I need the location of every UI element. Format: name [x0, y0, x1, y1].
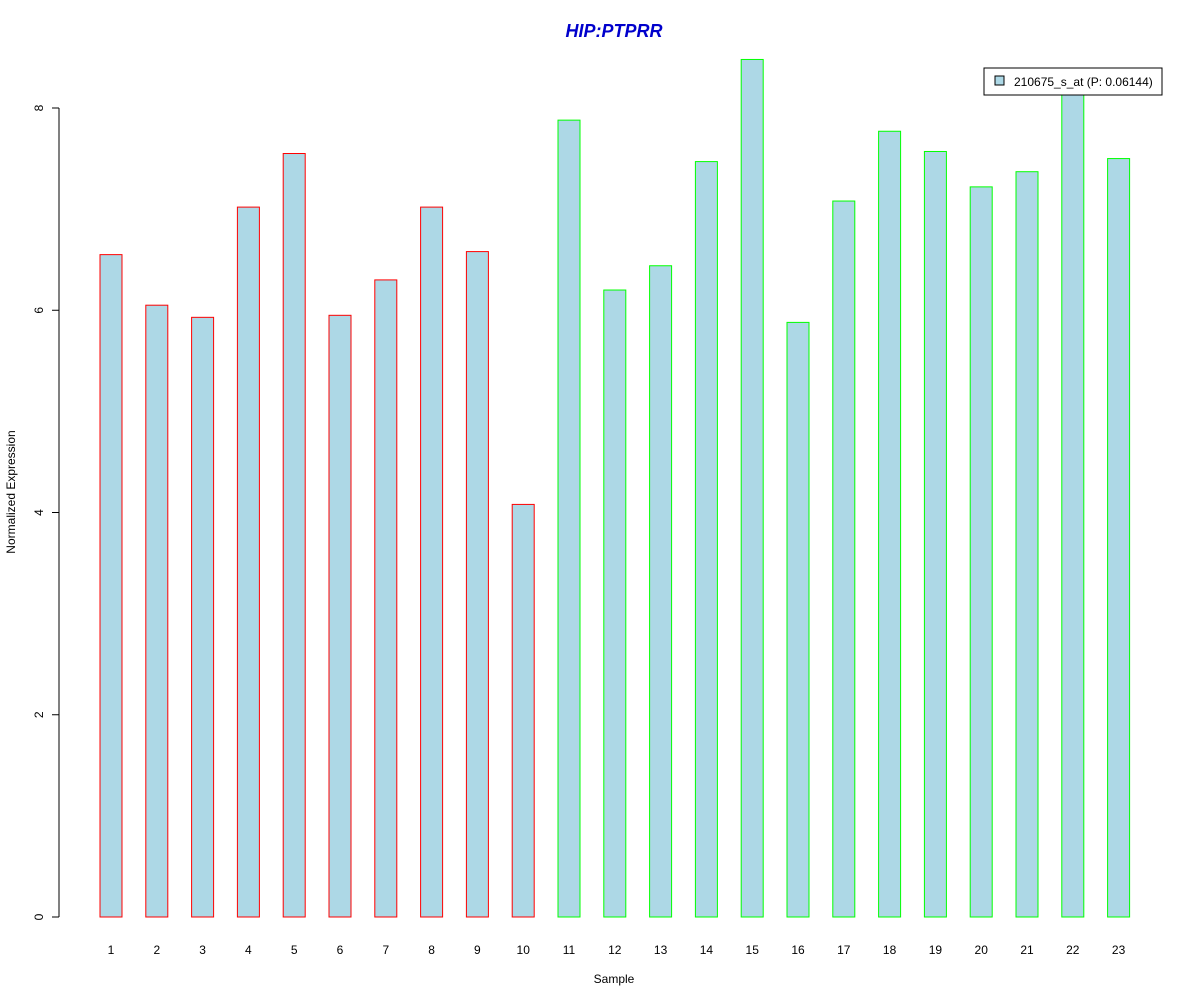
bar-sample-5 — [282, 153, 306, 918]
bar-sample-17 — [832, 200, 856, 918]
bar-sample-20 — [969, 186, 993, 918]
bar-sample-18 — [878, 130, 902, 918]
x-tick-label: 6 — [337, 943, 344, 957]
bar-sample-7 — [374, 279, 398, 918]
y-tick-label: 8 — [32, 104, 46, 111]
bar-sample-15 — [740, 58, 764, 918]
x-tick-label: 4 — [245, 943, 252, 957]
x-tick-label: 16 — [791, 943, 805, 957]
y-axis: 0 2 4 6 8 — [32, 104, 60, 920]
legend-box — [983, 67, 1163, 96]
bar-sample-23 — [1107, 158, 1131, 918]
x-tick-label: 2 — [153, 943, 160, 957]
x-tick-label: 13 — [654, 943, 668, 957]
x-tick-label: 8 — [428, 943, 435, 957]
bar-sample-19 — [923, 150, 947, 918]
x-tick-label: 21 — [1020, 943, 1034, 957]
x-axis-label: Sample — [594, 972, 635, 986]
bars — [99, 58, 1131, 918]
bar-sample-10 — [511, 503, 535, 918]
legend-label: 210675_s_at (P: 0.06144) — [1014, 75, 1153, 89]
x-tick-label: 7 — [382, 943, 389, 957]
y-tick-label: 2 — [32, 711, 46, 718]
bar-sample-22 — [1061, 92, 1085, 918]
bar-sample-8 — [420, 206, 444, 918]
y-tick-label: 4 — [32, 509, 46, 516]
x-axis-tick-labels: 1 2 3 4 5 6 7 8 9 10 11 12 13 14 15 16 17 18 19 20 21 22 23 — [108, 943, 1126, 957]
x-tick-label: 19 — [929, 943, 943, 957]
x-tick-label: 1 — [108, 943, 115, 957]
bar-sample-12 — [603, 289, 627, 918]
bar-sample-16 — [786, 321, 810, 918]
x-tick-label: 11 — [563, 943, 576, 957]
bar-sample-11 — [557, 119, 581, 918]
bar-sample-13 — [649, 265, 673, 918]
bar-sample-2 — [145, 304, 169, 918]
bar-sample-9 — [465, 251, 489, 918]
x-tick-label: 17 — [837, 943, 851, 957]
bar-sample-4 — [236, 206, 260, 918]
legend: 210675_s_at (P: 0.06144) — [983, 67, 1163, 96]
bar-sample-6 — [328, 314, 352, 918]
y-tick-label: 0 — [32, 913, 46, 920]
bar-sample-14 — [694, 161, 718, 918]
x-tick-label: 20 — [975, 943, 989, 957]
x-tick-label: 3 — [199, 943, 206, 957]
bar-sample-1 — [99, 254, 123, 918]
x-tick-label: 23 — [1112, 943, 1126, 957]
x-tick-label: 14 — [700, 943, 714, 957]
x-tick-label: 12 — [608, 943, 622, 957]
y-tick-label: 6 — [32, 307, 46, 314]
x-tick-label: 9 — [474, 943, 481, 957]
x-tick-label: 22 — [1066, 943, 1080, 957]
legend-swatch — [994, 75, 1005, 86]
x-tick-label: 15 — [746, 943, 760, 957]
x-tick-label: 5 — [291, 943, 298, 957]
x-tick-label: 10 — [517, 943, 531, 957]
chart-title: HIP:PTPRR — [565, 21, 662, 41]
y-axis-label: Normalized Expression — [4, 430, 18, 553]
x-tick-label: 18 — [883, 943, 897, 957]
bar-sample-3 — [191, 316, 215, 918]
bar-sample-21 — [1015, 171, 1039, 918]
